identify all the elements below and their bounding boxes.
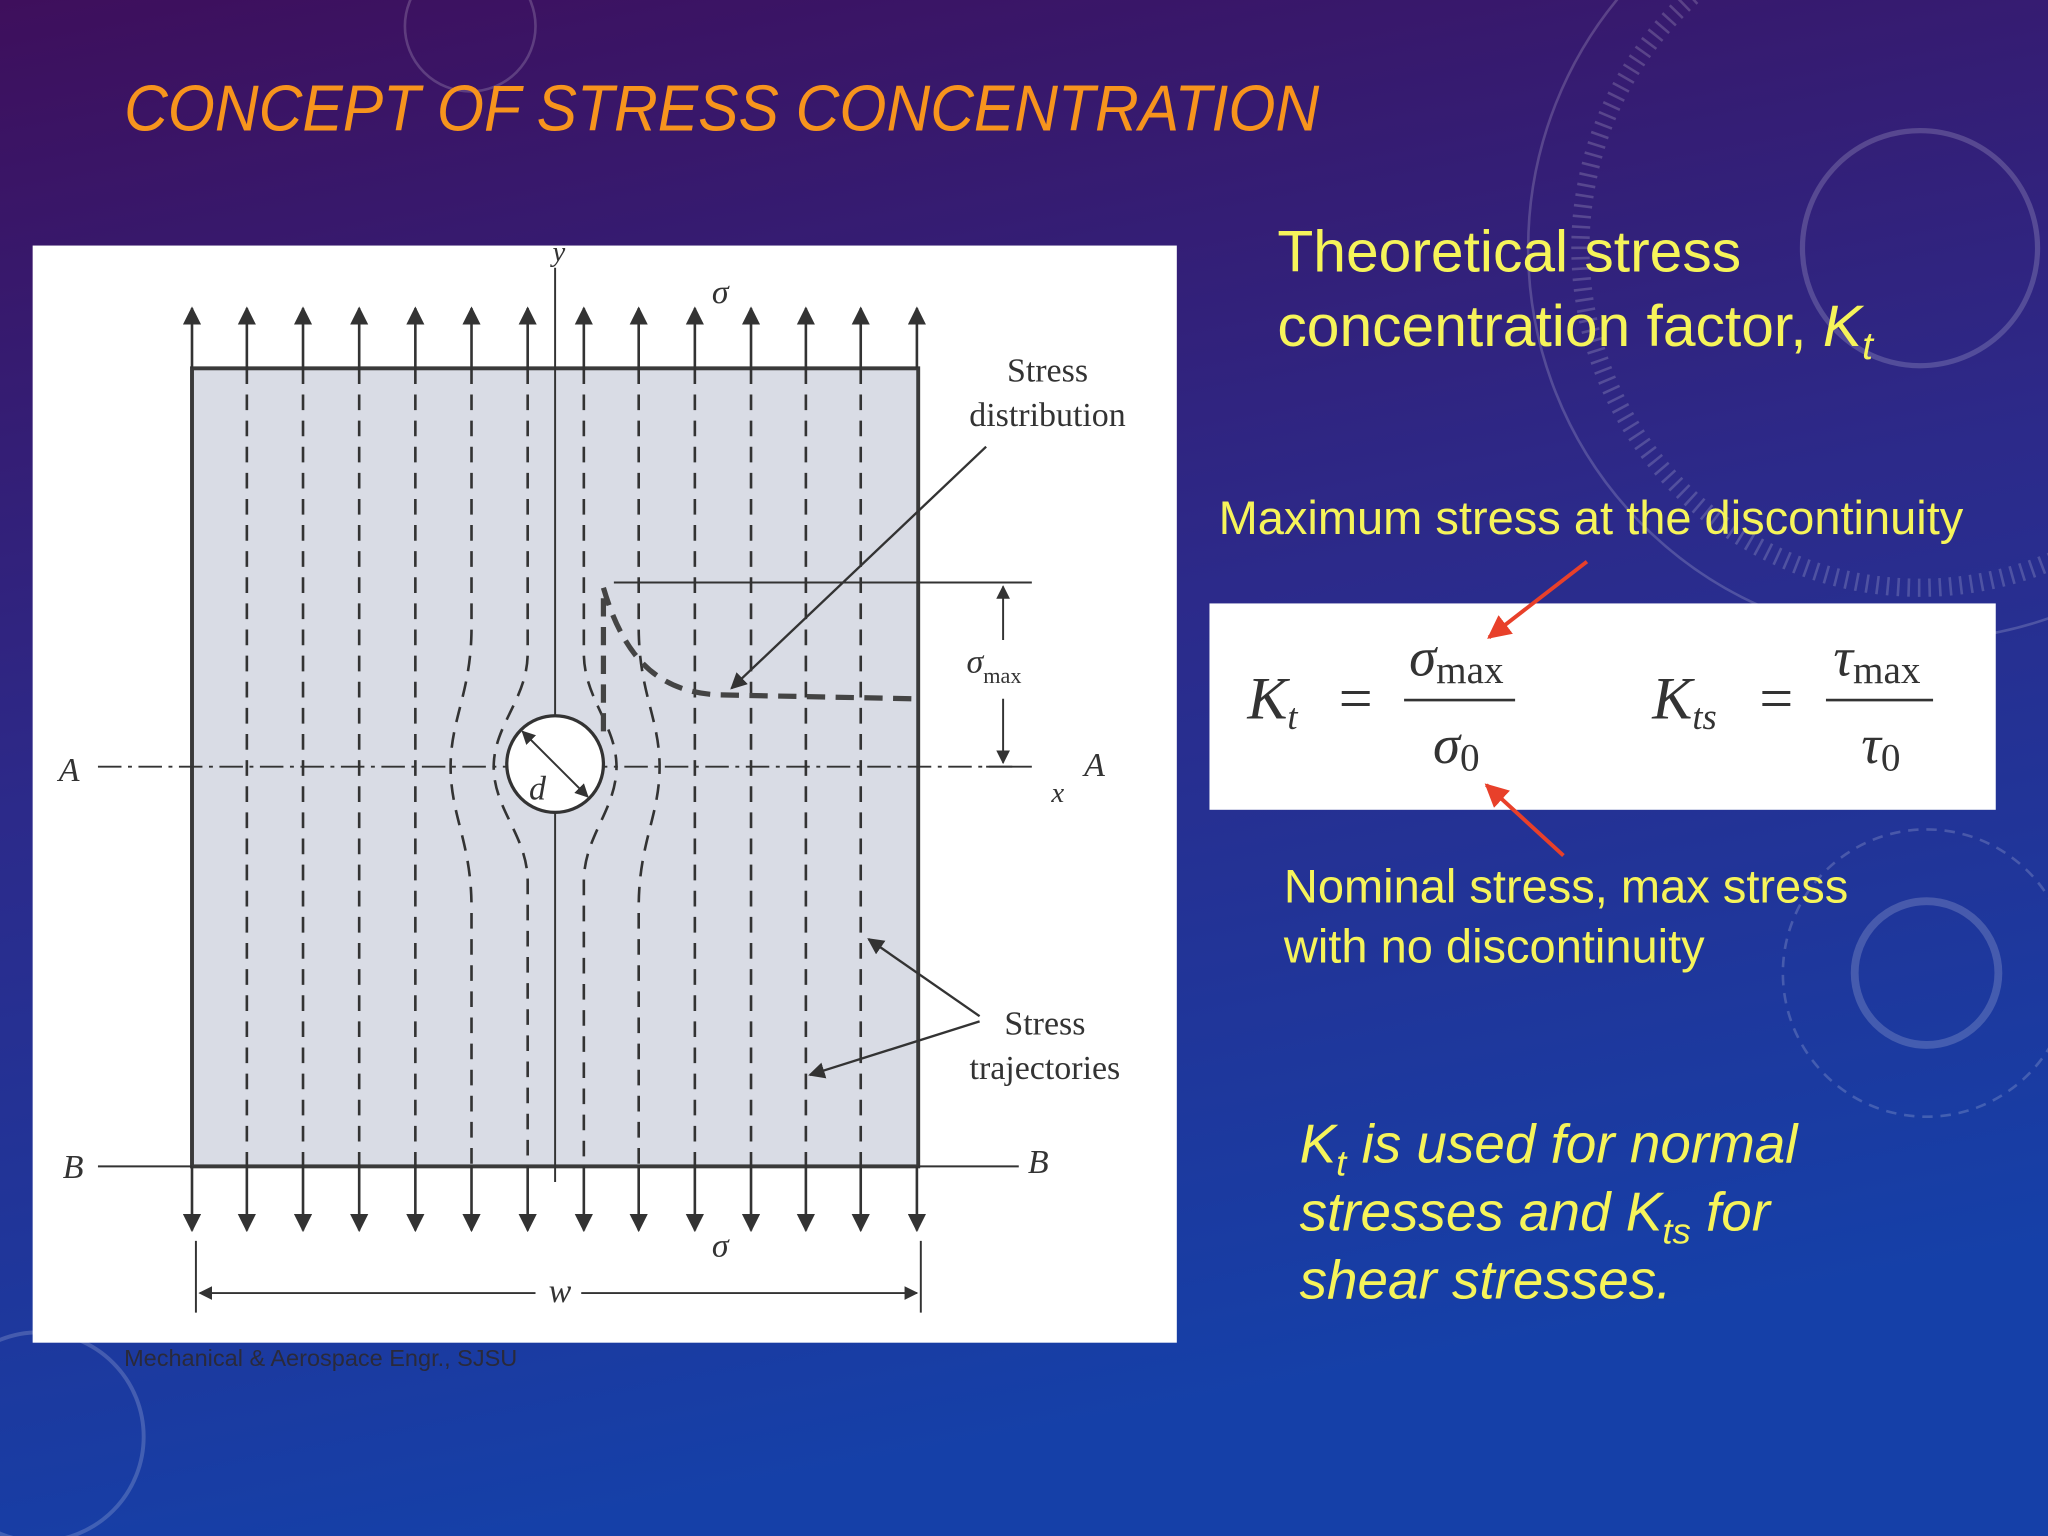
symbol: τ bbox=[1861, 714, 1883, 775]
diameter-label: d bbox=[529, 770, 547, 807]
heading-line: concentration factor, Kt bbox=[1277, 294, 1875, 368]
nominal-label: with no discontinuity bbox=[1283, 920, 1705, 973]
stress-distribution-label: distribution bbox=[969, 397, 1126, 434]
stress-trajectory bbox=[637, 368, 661, 1167]
y-axis-label: y bbox=[549, 236, 565, 268]
section-label: A bbox=[1082, 747, 1105, 784]
kts-symbol: Kts bbox=[1651, 664, 1716, 736]
pointer-arrow bbox=[1487, 560, 1589, 639]
deco-ring bbox=[1571, 0, 2048, 597]
subscript: ts bbox=[1662, 1210, 1690, 1251]
formulas: Kt = σmax σ0 Kts = τmax τ0 bbox=[1246, 626, 1934, 780]
symbol: σ bbox=[1409, 626, 1438, 687]
equals: = bbox=[1759, 664, 1793, 731]
heading-line: Theoretical stress bbox=[1277, 220, 1741, 285]
section-label: B bbox=[1028, 1144, 1049, 1181]
note-line: stresses and Kts for bbox=[1300, 1180, 1773, 1251]
numerator: σmax bbox=[1409, 626, 1504, 692]
heading-text: concentration factor, bbox=[1277, 294, 1823, 359]
leader bbox=[808, 1020, 980, 1079]
symbol: K bbox=[1246, 664, 1290, 731]
symbol: σ bbox=[967, 644, 985, 681]
slide-title: CONCEPT OF STRESS CONCENTRATION bbox=[124, 72, 1320, 145]
symbol: σ bbox=[1433, 714, 1462, 775]
stress-trajectories-label: trajectories bbox=[970, 1050, 1121, 1087]
stress-diagram bbox=[97, 267, 1032, 1313]
pointer-arrow bbox=[1484, 783, 1565, 857]
deco-ring bbox=[1850, 897, 2003, 1049]
numerator: τmax bbox=[1833, 626, 1920, 692]
width-label: w bbox=[549, 1273, 572, 1310]
max-stress-label: Maximum stress at the discontinuity bbox=[1219, 491, 1964, 544]
diameter-arrow bbox=[521, 730, 589, 798]
symbol: K bbox=[1651, 664, 1695, 731]
denominator: τ0 bbox=[1861, 714, 1900, 780]
note-line: shear stresses. bbox=[1300, 1248, 1672, 1310]
symbol: K bbox=[1300, 1112, 1339, 1174]
stress-distribution bbox=[600, 587, 915, 732]
note-text: for bbox=[1691, 1180, 1773, 1242]
footer: Mechanical & Aerospace Engr., SJSU bbox=[124, 1345, 517, 1371]
note-text: stresses and bbox=[1300, 1180, 1626, 1242]
subscript: 0 bbox=[1881, 737, 1901, 780]
leader bbox=[867, 938, 981, 1018]
note: Kt is used for normal stresses and Kts f… bbox=[1300, 1112, 1800, 1310]
formula-panel bbox=[1209, 603, 1996, 810]
note-text: is used for normal bbox=[1346, 1112, 1799, 1174]
section-label: A bbox=[57, 752, 80, 789]
x-axis-label: x bbox=[1050, 777, 1064, 809]
leader bbox=[730, 445, 987, 690]
diagram-labels: y σ Stress distribution σmax A A x d B B… bbox=[57, 236, 1126, 1310]
subscript: ts bbox=[1692, 696, 1716, 737]
stress-distribution-label: Stress bbox=[1007, 352, 1088, 389]
note-line: Kt is used for normal bbox=[1300, 1112, 1800, 1183]
subscript: t bbox=[1336, 1143, 1348, 1184]
symbol: τ bbox=[1833, 626, 1855, 687]
subscript: 0 bbox=[1460, 737, 1480, 780]
section-label: B bbox=[63, 1149, 84, 1186]
subscript: t bbox=[1862, 325, 1875, 368]
nominal-label: Nominal stress, max stress bbox=[1284, 860, 1848, 913]
stress-trajectories-label: Stress bbox=[1004, 1005, 1085, 1042]
subscript: max bbox=[983, 663, 1021, 688]
subscript: t bbox=[1287, 696, 1298, 737]
symbol: K bbox=[1823, 294, 1865, 359]
symbol: K bbox=[1626, 1180, 1665, 1242]
deco-ring bbox=[1799, 128, 2041, 369]
denominator: σ0 bbox=[1433, 714, 1480, 780]
sigma-max-label: σmax bbox=[967, 644, 1022, 688]
subscript: max bbox=[1853, 649, 1921, 692]
subscript: max bbox=[1436, 649, 1504, 692]
deco-ring bbox=[1781, 828, 2048, 1118]
deco-ring bbox=[403, 0, 537, 93]
equals: = bbox=[1339, 664, 1373, 731]
sigma-label: σ bbox=[712, 274, 730, 311]
stress-trajectory bbox=[449, 368, 473, 1167]
sigma-label: σ bbox=[712, 1227, 730, 1264]
kt-symbol: Kt bbox=[1246, 664, 1298, 736]
